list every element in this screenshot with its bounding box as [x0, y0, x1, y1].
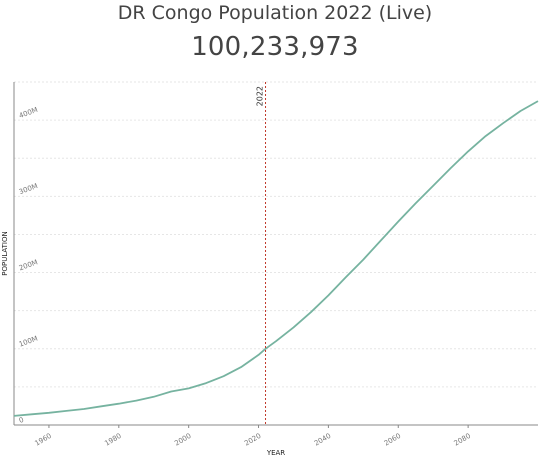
x-axis-ticks: 1960 1980 2000 2020 2040 2060 2080: [33, 425, 472, 448]
y-tick-label: 200M: [18, 258, 39, 272]
y-tick-label: 300M: [18, 182, 39, 196]
current-year-marker-label: 2022: [256, 86, 265, 106]
x-tick-label: 2080: [453, 432, 472, 448]
x-tick-label: 1980: [103, 432, 122, 448]
live-population-counter: 100,233,973: [191, 32, 359, 62]
population-series-line: [13, 100, 539, 417]
y-axis-ticks: 0 100M 200M 300M 400M: [18, 106, 39, 425]
x-tick-label: 1960: [33, 432, 52, 448]
chart-title: DR Congo Population 2022 (Live): [117, 2, 433, 24]
grid-lines: [14, 81, 538, 388]
x-tick-label: 2040: [313, 432, 332, 448]
x-tick-label: 2060: [383, 432, 402, 448]
y-axis-title: POPULATION: [1, 231, 9, 275]
x-tick-label: 2000: [173, 432, 192, 448]
y-tick-label: 0: [18, 416, 25, 425]
x-axis-title: YEAR: [266, 449, 285, 457]
y-tick-label: 100M: [18, 335, 39, 349]
x-tick-label: 2020: [243, 432, 262, 448]
y-tick-label: 400M: [18, 106, 39, 120]
